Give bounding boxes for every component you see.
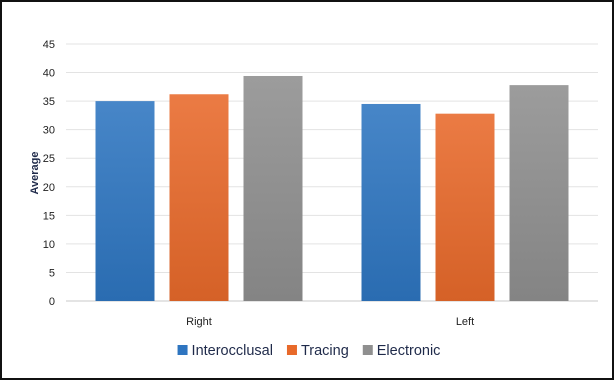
y-tick-label: 30: [43, 125, 55, 137]
legend-item: Electronic: [362, 343, 441, 359]
bar-interocclusal-right: [95, 101, 155, 301]
legend: Interocclusal Tracing Electronic: [177, 343, 441, 359]
legend-swatch: [362, 345, 373, 355]
bar-electronic-left: [509, 85, 569, 302]
legend-swatch: [177, 345, 188, 355]
bars: [95, 75, 569, 302]
y-axis-ticks: 0 5 10 15 20 25 30 35 40 45: [43, 39, 55, 308]
y-tick-label: 25: [43, 153, 55, 165]
y-tick-label: 10: [43, 239, 55, 251]
gridlines: [66, 43, 598, 302]
legend-swatch: [286, 345, 297, 355]
y-tick-label: 20: [43, 182, 55, 194]
legend-item: Tracing: [286, 343, 349, 359]
x-category-label: Left: [456, 316, 474, 328]
y-tick-label: 15: [43, 210, 55, 222]
y-tick-label: 5: [49, 267, 55, 279]
bar-interocclusal-left: [361, 103, 421, 301]
bar-tracing-right: [169, 94, 229, 301]
y-tick-label: 35: [43, 96, 55, 108]
y-tick-label: 45: [43, 39, 55, 51]
legend-label: Electronic: [377, 343, 441, 359]
y-tick-label: 0: [49, 296, 55, 308]
legend-item: Interocclusal: [177, 343, 273, 359]
legend-label: Tracing: [301, 343, 349, 359]
x-axis-categories: Right Left: [186, 316, 474, 328]
x-category-label: Right: [186, 316, 212, 328]
bar-tracing-left: [435, 113, 495, 301]
y-tick-label: 40: [43, 68, 55, 80]
y-axis-title: Average: [29, 151, 41, 194]
legend-label: Interocclusal: [192, 343, 273, 359]
bar-electronic-right: [243, 75, 303, 301]
